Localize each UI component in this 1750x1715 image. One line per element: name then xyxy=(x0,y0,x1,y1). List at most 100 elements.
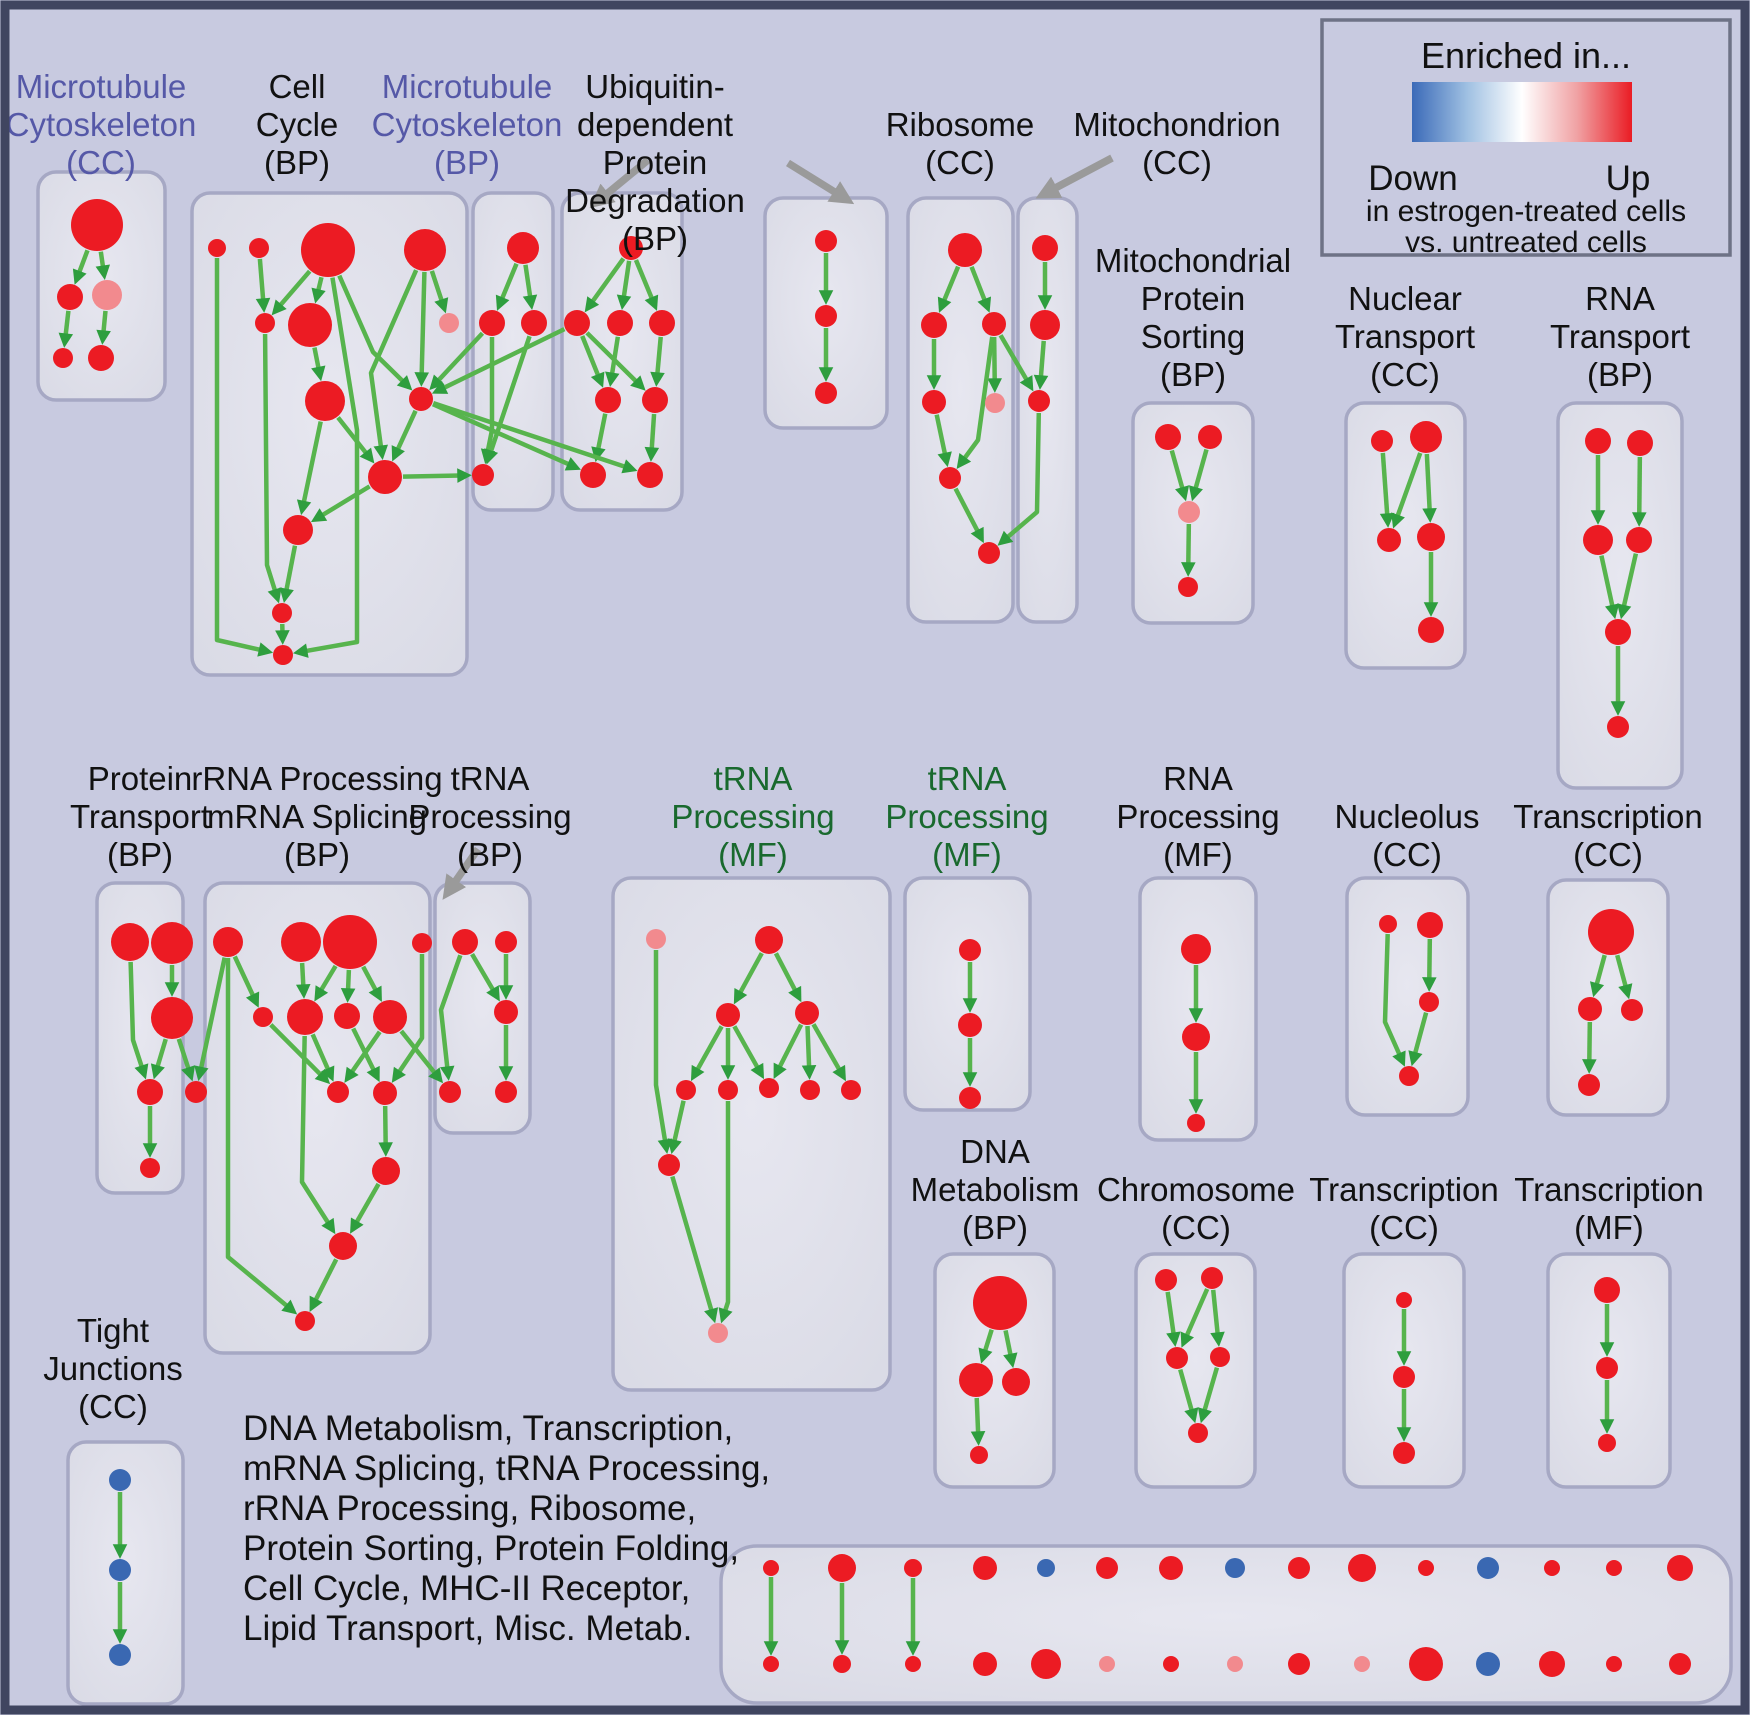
gene-node xyxy=(1409,1647,1443,1681)
gene-node xyxy=(1669,1653,1691,1675)
gene-node xyxy=(1627,430,1653,456)
gene-node xyxy=(815,305,837,327)
gene-node xyxy=(439,1081,461,1103)
cluster-label: Cell xyxy=(269,68,326,105)
hierarchy-edge xyxy=(1181,523,1196,577)
gene-node xyxy=(763,1560,779,1576)
hierarchy-edge xyxy=(1617,553,1639,620)
gene-node xyxy=(959,939,981,961)
cluster-label: RNA xyxy=(1163,760,1233,797)
hierarchy-edge xyxy=(340,969,356,1003)
gene-node xyxy=(494,1000,518,1024)
gene-node xyxy=(109,1644,131,1666)
gene-node xyxy=(253,1007,273,1027)
cluster-label: Microtubule xyxy=(382,68,553,105)
gene-node xyxy=(978,542,1000,564)
cluster-label: (CC) xyxy=(1573,836,1643,873)
gene-node xyxy=(137,1079,163,1105)
gene-node xyxy=(1585,428,1611,454)
gene-node xyxy=(595,387,621,413)
label-pointer-arrow xyxy=(589,157,651,209)
hierarchy-edge xyxy=(255,258,271,313)
gene-node xyxy=(1544,1560,1560,1576)
hierarchy-edge xyxy=(1178,1368,1199,1424)
gene-node xyxy=(495,1081,517,1103)
gene-node xyxy=(1099,1656,1115,1672)
hierarchy-edge xyxy=(470,952,500,1002)
hierarchy-edge xyxy=(150,1038,168,1080)
gene-node xyxy=(833,1655,851,1673)
hierarchy-edge xyxy=(391,954,425,1083)
hierarchy-edge xyxy=(310,484,371,523)
gene-node xyxy=(1606,1560,1622,1576)
gene-node xyxy=(452,929,478,955)
cluster-label: rRNA Processing xyxy=(191,760,442,797)
hierarchy-edge xyxy=(997,412,1042,546)
gene-node xyxy=(1418,1560,1434,1576)
hierarchy-edge xyxy=(271,269,312,316)
hierarchy-edge xyxy=(310,1033,335,1082)
gene-node xyxy=(564,310,590,336)
hierarchy-edge xyxy=(337,274,413,391)
label-pointer-arrow xyxy=(442,846,482,900)
gene-node xyxy=(109,1469,131,1491)
cluster-label: Degradation xyxy=(565,182,745,219)
hierarchy-edge xyxy=(72,249,90,285)
hierarchy-edge xyxy=(432,400,638,474)
gene-node xyxy=(479,310,505,336)
hierarchy-edge xyxy=(414,271,430,387)
cluster-label: Mitochondrial xyxy=(1095,242,1291,279)
cluster-label: Protein xyxy=(603,144,708,181)
hierarchy-edge xyxy=(644,413,660,462)
gene-node xyxy=(368,460,402,494)
gene-node xyxy=(1417,523,1445,551)
gene-node xyxy=(948,233,982,267)
hierarchy-edge xyxy=(350,1182,381,1234)
gene-node xyxy=(718,1080,738,1100)
gene-node xyxy=(1667,1555,1693,1581)
cluster-label: Transcription xyxy=(1513,798,1703,835)
cluster-label: Transport xyxy=(70,798,210,835)
gene-node xyxy=(1539,1651,1565,1677)
gene-node xyxy=(1288,1653,1310,1675)
cluster-label: tRNA xyxy=(714,760,793,797)
gene-node xyxy=(1410,421,1442,453)
hierarchy-edge xyxy=(667,1100,686,1155)
gene-node xyxy=(109,1559,131,1581)
hierarchy-edge xyxy=(1408,1012,1429,1067)
gene-node xyxy=(472,464,494,486)
gene-node xyxy=(1578,997,1602,1021)
gene-node xyxy=(939,467,961,489)
cluster-label: Processing xyxy=(408,798,571,835)
hierarchy-edge xyxy=(299,1035,336,1235)
cluster-box xyxy=(903,876,1032,1112)
hierarchy-edge xyxy=(1169,449,1190,502)
gene-node xyxy=(1187,1114,1205,1132)
gene-node xyxy=(1594,1277,1620,1303)
cluster-label: Processing xyxy=(1116,798,1279,835)
gene-node xyxy=(373,1081,397,1105)
cluster-label: (BP) xyxy=(1587,356,1653,393)
hierarchy-edge xyxy=(970,1397,986,1446)
gene-node xyxy=(92,280,122,310)
cluster-label: Nuclear xyxy=(1348,280,1462,317)
cluster-box xyxy=(1344,401,1467,670)
hierarchy-edge xyxy=(732,1025,765,1080)
misc-cluster-list: Protein Sorting, Protein Folding, xyxy=(243,1529,739,1568)
gene-node xyxy=(1606,1656,1622,1672)
cluster-box xyxy=(1016,196,1079,624)
misc-cluster-list: mRNA Splicing, tRNA Processing, xyxy=(243,1449,770,1488)
gene-node xyxy=(372,1157,400,1185)
legend-gradient-bar xyxy=(1412,82,1632,142)
hierarchy-edge xyxy=(1180,1288,1210,1348)
hierarchy-edge xyxy=(128,961,149,1080)
gene-node xyxy=(409,387,433,411)
cluster-label: (BP) xyxy=(622,220,688,257)
hierarchy-edge xyxy=(311,347,326,382)
gene-node xyxy=(111,923,149,961)
gene-node xyxy=(404,229,446,271)
misc-cluster-list: rRNA Processing, Ribosome, xyxy=(243,1489,696,1528)
hierarchy-edge xyxy=(225,958,298,1315)
